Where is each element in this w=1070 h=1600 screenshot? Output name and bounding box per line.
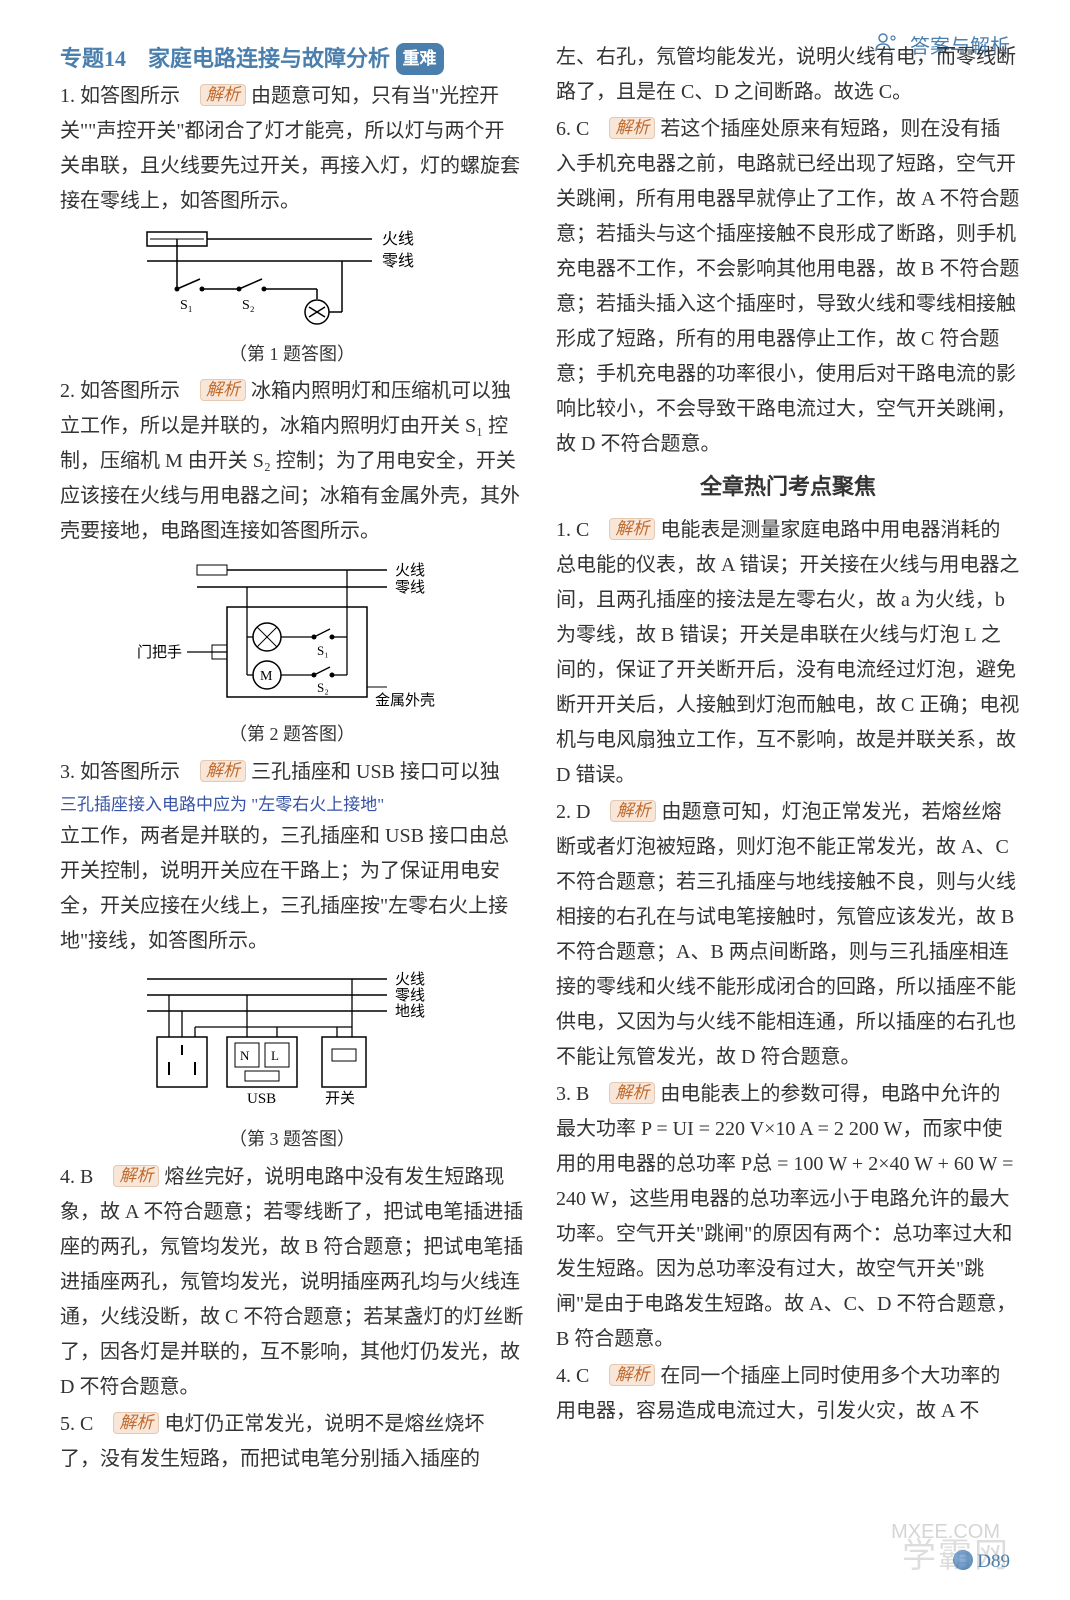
svg-text:M: M <box>260 669 273 684</box>
fig1-live: 火线 <box>382 230 414 248</box>
right-column: 左、右孔，氖管均能发光，说明火线有电，而零线断路了，且是在 C、D 之间断路。故… <box>556 40 1020 1479</box>
fig1-s2: S₂ <box>242 298 255 313</box>
item-text: 熔丝完好，说明电路中没有发生短路现象，故 A 不符合题意；若零线断了，把试电笔插… <box>60 1166 523 1398</box>
item-num: 2. <box>60 380 80 402</box>
topic-header: 专题14 家庭电路连接与故障分析 重难 <box>60 40 524 79</box>
item-num: 6. C <box>556 118 609 140</box>
answer-item-3: 3. 如答图所示 解析 三孔插座和 USB 接口可以独 三孔插座接入电路中应为 … <box>60 755 524 960</box>
item-num: 1. C <box>556 519 609 541</box>
jiexi-badge: 解析 <box>200 379 246 401</box>
item-text: 电能表是测量家庭电路中用电器消耗的总电能的仪表，故 A 错误；开关接在火线与用电… <box>556 519 1019 786</box>
item-num: 4. C <box>556 1365 609 1387</box>
continued-text: 左、右孔，氖管均能发光，说明火线有电，而零线断路了，且是在 C、D 之间断路。故… <box>556 40 1020 110</box>
difficulty-badge: 重难 <box>396 43 444 75</box>
item-num: 4. B <box>60 1166 113 1188</box>
answer-item-4: 4. B 解析 熔丝完好，说明电路中没有发生短路现象，故 A 不符合题意；若零线… <box>60 1160 524 1405</box>
figure-3: 火线 零线 地线 N L USB <box>60 967 524 1156</box>
answer-item-5: 5. C 解析 电灯仍正常发光，说明不是熔丝烧坏了，没有发生短路，而把试电笔分别… <box>60 1407 524 1477</box>
answer-item-1: 1. 如答图所示 解析 由题意可知，只有当"光控开关""声控开关"都闭合了灯才能… <box>60 79 524 219</box>
fig2-s2: S₂ <box>317 680 329 695</box>
fig3-earth: 地线 <box>395 1003 425 1020</box>
jiexi-badge: 解析 <box>113 1165 159 1187</box>
jiexi-badge: 解析 <box>609 518 655 540</box>
jiexi-badge: 解析 <box>200 84 246 106</box>
fig1-neutral: 零线 <box>382 252 414 270</box>
handwritten-note: 三孔插座接入电路中应为 "左零右火上接地" <box>60 790 524 820</box>
item-text: 由题意可知，灯泡正常发光，若熔丝熔断或者灯泡被短路，则灯泡不能正常发光，故 A、… <box>556 801 1016 1068</box>
ans-prefix: 如答图所示 <box>80 85 200 107</box>
fig3-neutral: 零线 <box>395 987 425 1004</box>
jiexi-badge: 解析 <box>609 1364 655 1386</box>
fig3-usb: USB <box>247 1091 276 1107</box>
focus-item-3: 3. B 解析 由电能表上的参数可得，电路中允许的最大功率 P = UI = 2… <box>556 1077 1020 1357</box>
item-num: 3. B <box>556 1083 609 1105</box>
fig2-caption: （第 2 题答图） <box>60 719 524 751</box>
answer-item-2: 2. 如答图所示 解析 冰箱内照明灯和压缩机可以独立工作，所以是并联的，冰箱内照… <box>60 374 524 549</box>
item-text: 若这个插座处原来有短路，则在没有插入手机充电器之前，电路就已经出现了短路，空气开… <box>556 118 1019 455</box>
jiexi-badge: 解析 <box>609 1082 655 1104</box>
fig3-n: N <box>240 1048 250 1063</box>
item-num: 2. D <box>556 801 610 823</box>
item-num: 3. <box>60 761 80 783</box>
left-column: 专题14 家庭电路连接与故障分析 重难 1. 如答图所示 解析 由题意可知，只有… <box>60 40 524 1479</box>
jiexi-badge: 解析 <box>200 760 246 782</box>
fig2-shell: 金属外壳 <box>375 692 435 709</box>
focus-item-2: 2. D 解析 由题意可知，灯泡正常发光，若熔丝熔断或者灯泡被短路，则灯泡不能正… <box>556 795 1020 1075</box>
item-text: 冰箱内照明灯和压缩机可以独立工作，所以是并联的，冰箱内照明灯由开关 S₁ 控制，… <box>60 380 520 542</box>
continued: 左、右孔，氖管均能发光，说明火线有电，而零线断路了，且是在 C、D 之间断路。故… <box>556 46 1016 103</box>
section-title: 全章热门考点聚焦 <box>556 468 1020 507</box>
topic-prefix: 专题14 <box>60 46 148 71</box>
fig3-switch: 开关 <box>325 1090 355 1107</box>
figure-1: 火线 零线 S₁ S₂ （第 1 题答 <box>60 227 524 371</box>
item-text-before: 三孔插座和 USB 接口可以独 <box>251 761 500 783</box>
answer-item-6: 6. C 解析 若这个插座处原来有短路，则在没有插入手机充电器之前，电路就已经出… <box>556 112 1020 462</box>
topic-title: 家庭电路连接与故障分析 <box>148 46 390 71</box>
item-text-after: 立工作，两者是并联的，三孔插座和 USB 接口由总开关控制，说明开关应在干路上；… <box>60 825 509 952</box>
fig3-caption: （第 3 题答图） <box>60 1124 524 1156</box>
fig2-handle: 门把手 <box>137 644 182 661</box>
ans-prefix: 如答图所示 <box>80 380 200 402</box>
focus-item-1: 1. C 解析 电能表是测量家庭电路中用电器消耗的总电能的仪表，故 A 错误；开… <box>556 513 1020 793</box>
figure-2: 火线 零线 门把手 M S₁ <box>60 557 524 751</box>
fig1-caption: （第 1 题答图） <box>60 339 524 371</box>
item-text: 由电能表上的参数可得，电路中允许的最大功率 P = UI = 220 V×10 … <box>556 1083 1016 1350</box>
jiexi-badge: 解析 <box>113 1412 159 1434</box>
fig2-live: 火线 <box>395 562 425 579</box>
jiexi-badge: 解析 <box>610 800 656 822</box>
focus-item-4: 4. C 解析 在同一个插座上同时使用多个大功率的用电器，容易造成电流过大，引发… <box>556 1359 1020 1429</box>
ans-prefix: 如答图所示 <box>80 761 200 783</box>
watermark: 学霸网 <box>902 1527 1010 1587</box>
item-num: 5. C <box>60 1413 113 1435</box>
jiexi-badge: 解析 <box>609 117 655 139</box>
fig1-s1: S₁ <box>180 298 193 313</box>
fig2-neutral: 零线 <box>395 579 425 596</box>
item-num: 1. <box>60 85 80 107</box>
fig3-live: 火线 <box>395 971 425 988</box>
fig3-l: L <box>271 1048 279 1063</box>
fig2-s1: S₁ <box>317 643 329 658</box>
